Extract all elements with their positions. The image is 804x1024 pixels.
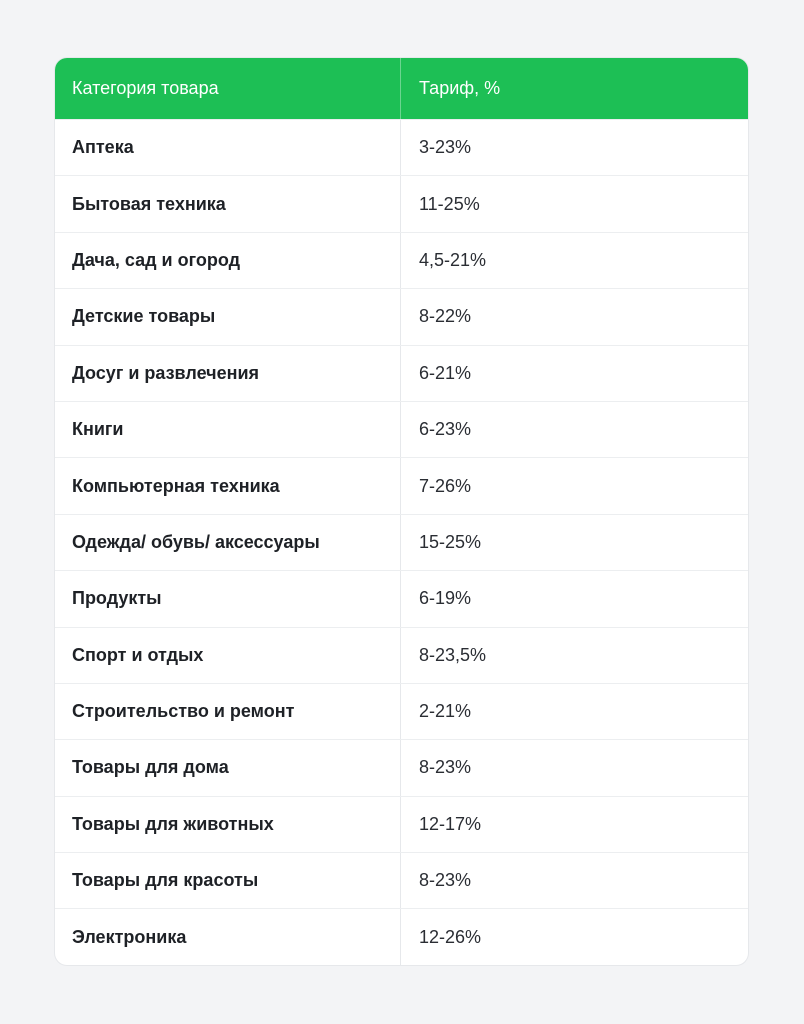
table-row: Товары для животных 12-17% — [55, 795, 748, 853]
rate-cell: 6-21% — [419, 362, 472, 383]
table-row: Аптека 3-23% — [55, 119, 748, 176]
table-row: Товары для красоты 8-23% — [55, 852, 748, 909]
rate-cell: 8-23% — [419, 757, 472, 778]
category-cell: Строительство и ремонт — [55, 683, 401, 740]
category-cell: Аптека — [55, 120, 401, 176]
rate-cell: 12-17% — [419, 813, 482, 834]
category-cell: Одежда/ обувь/ аксессуары — [55, 514, 401, 571]
table-row: Книги 6-23% — [55, 400, 748, 458]
category-cell: Бытовая техника — [55, 176, 401, 232]
table-row: Бытовая техника 11-25% — [55, 175, 748, 232]
category-cell: Спорт и отдых — [55, 627, 401, 683]
rate-cell: 11-25% — [419, 193, 480, 214]
category-cell: Дача, сад и огород — [55, 232, 401, 289]
category-cell: Детские товары — [55, 289, 401, 345]
rate-cell: 2-21% — [419, 701, 472, 722]
table-row: Досуг и развлечения 6-21% — [55, 344, 748, 401]
tariff-table: Категория товара Тариф, % Аптека 3-23% Быт… — [55, 58, 748, 965]
category-cell: Электроника — [55, 909, 401, 965]
rate-cell: 6-19% — [419, 588, 472, 609]
category-cell: Книги — [55, 401, 401, 458]
rate-cell: 6-23% — [419, 419, 472, 440]
table-row: Электроника 12-26% — [55, 908, 748, 965]
category-cell: Досуг и развлечения — [55, 345, 401, 401]
rate-cell: 12-26% — [419, 926, 482, 947]
table-row: Спорт и отдых 8-23,5% — [55, 626, 748, 683]
category-cell: Товары для дома — [55, 740, 401, 796]
rate-cell: 3-23% — [419, 137, 472, 158]
table-header-row: Категория товара Тариф, % — [55, 58, 748, 119]
table-row: Строительство и ремонт 2-21% — [55, 682, 748, 740]
rate-cell: 8-22% — [419, 306, 472, 327]
rate-cell: 7-26% — [419, 475, 472, 496]
table-row: Компьютерная техника 7-26% — [55, 457, 748, 514]
rate-cell: 8-23% — [419, 870, 472, 891]
column-header-rate: Тариф, % — [419, 78, 501, 98]
rate-cell: 8-23,5% — [419, 644, 487, 665]
category-cell: Продукты — [55, 571, 401, 627]
table-row: Товары для дома 8-23% — [55, 739, 748, 796]
category-cell: Товары для животных — [55, 796, 401, 853]
table-row: Дача, сад и огород 4,5-21% — [55, 231, 748, 289]
rate-cell: 4,5-21% — [419, 249, 487, 270]
rate-cell: 15-25% — [419, 531, 482, 552]
category-cell: Компьютерная техника — [55, 458, 401, 514]
table-row: Продукты 6-19% — [55, 570, 748, 627]
table-row: Одежда/ обувь/ аксессуары 15-25% — [55, 513, 748, 571]
table-row: Детские товары 8-22% — [55, 288, 748, 345]
column-header-category: Категория товара — [55, 58, 401, 119]
category-cell: Товары для красоты — [55, 853, 401, 909]
